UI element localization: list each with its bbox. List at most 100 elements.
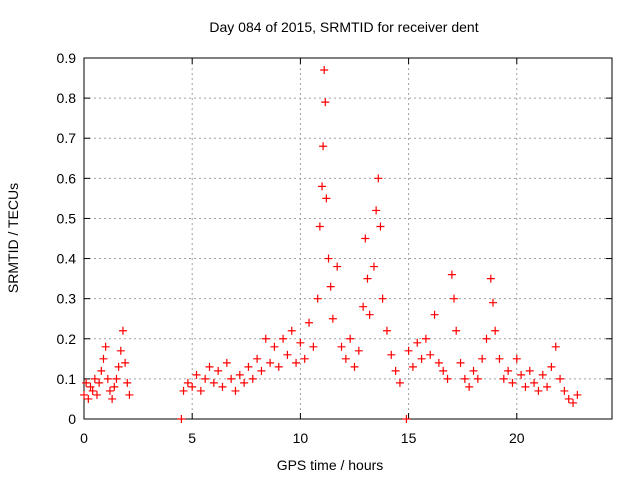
data-point <box>382 326 391 335</box>
data-point <box>192 370 201 379</box>
data-point <box>188 382 197 391</box>
data-point <box>116 346 125 355</box>
data-point <box>319 142 328 151</box>
data-point <box>324 254 333 263</box>
data-point <box>495 354 504 363</box>
y-tick-label: 0 <box>68 411 76 427</box>
data-point <box>205 362 214 371</box>
data-point <box>309 342 318 351</box>
data-point <box>408 362 417 371</box>
data-point <box>482 334 491 343</box>
data-point <box>473 374 482 383</box>
data-point <box>333 262 342 271</box>
plot-frame <box>83 57 613 420</box>
data-point <box>491 326 500 335</box>
data-point <box>114 362 123 371</box>
data-point <box>253 354 262 363</box>
data-point <box>439 366 448 375</box>
data-point <box>270 342 279 351</box>
data-point <box>391 366 400 375</box>
y-tick-label: 0.2 <box>57 331 77 347</box>
data-point <box>534 386 543 395</box>
data-point <box>359 302 368 311</box>
data-point <box>365 310 374 319</box>
data-point <box>564 394 573 403</box>
data-point <box>88 386 97 395</box>
data-point <box>201 374 210 383</box>
data-point <box>372 206 381 215</box>
data-point <box>426 350 435 359</box>
data-point <box>478 354 487 363</box>
data-point <box>105 386 114 395</box>
data-point <box>530 378 539 387</box>
y-tick-label: 0.3 <box>57 291 77 307</box>
data-point <box>240 378 249 387</box>
data-point <box>227 374 236 383</box>
data-point <box>387 350 396 359</box>
data-point <box>460 374 469 383</box>
data-point <box>110 382 119 391</box>
data-point <box>376 222 385 231</box>
data-point <box>179 386 188 395</box>
data-point <box>92 390 101 399</box>
data-point <box>214 366 223 375</box>
data-point <box>305 318 314 327</box>
data-points <box>80 66 582 423</box>
data-point <box>354 346 363 355</box>
data-point <box>508 378 517 387</box>
data-point <box>543 382 552 391</box>
data-point <box>177 415 186 423</box>
data-point <box>573 390 582 399</box>
data-point <box>369 262 378 271</box>
data-point <box>350 362 359 371</box>
data-point <box>118 326 127 335</box>
data-point <box>244 362 253 371</box>
data-point <box>121 358 130 367</box>
data-point <box>504 366 513 375</box>
data-point <box>326 282 335 291</box>
data-point <box>434 358 443 367</box>
data-point <box>99 354 108 363</box>
data-point <box>430 310 439 319</box>
y-tick-label: 0.4 <box>57 251 77 267</box>
data-point <box>560 386 569 395</box>
x-tick-label: 20 <box>509 430 525 446</box>
data-point <box>413 338 422 347</box>
data-point <box>346 334 355 343</box>
data-point <box>452 326 461 335</box>
data-point <box>287 326 296 335</box>
data-point <box>292 358 301 367</box>
x-tick-label: 10 <box>293 430 309 446</box>
y-tick-label: 0.8 <box>57 90 77 106</box>
data-point <box>421 334 430 343</box>
data-point <box>80 390 88 399</box>
data-point <box>395 378 404 387</box>
data-point <box>261 334 270 343</box>
data-point <box>488 298 497 307</box>
y-axis-title: SRMTID / TECUs <box>5 183 21 293</box>
data-point <box>82 378 91 387</box>
data-point <box>274 362 283 371</box>
data-point <box>196 386 205 395</box>
data-point <box>469 366 478 375</box>
data-point <box>465 382 474 391</box>
x-tick-label: 0 <box>80 430 88 446</box>
data-point <box>499 374 508 383</box>
data-point <box>456 358 465 367</box>
data-point <box>321 98 330 107</box>
data-point <box>209 378 218 387</box>
data-point <box>569 398 578 407</box>
data-point <box>556 374 565 383</box>
data-point <box>337 342 346 351</box>
data-point <box>183 378 192 387</box>
data-point <box>521 382 530 391</box>
data-point <box>315 222 324 231</box>
y-tick-label: 0.5 <box>57 210 77 226</box>
data-point <box>218 382 227 391</box>
data-point <box>108 394 117 403</box>
data-point <box>450 294 459 303</box>
data-point <box>525 366 534 375</box>
data-point <box>257 366 266 375</box>
data-point <box>86 382 95 391</box>
data-point <box>318 182 327 191</box>
